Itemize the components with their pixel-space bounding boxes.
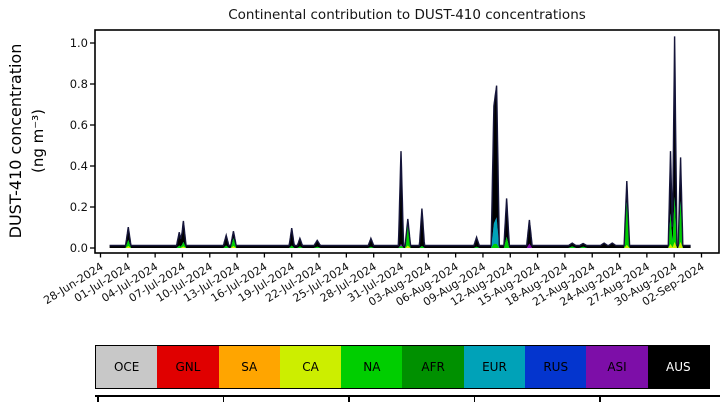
legend-item-sa: SA — [218, 346, 280, 388]
y-tick-label: 0.8 — [69, 77, 88, 91]
legend-item-aus: AUS — [647, 346, 709, 388]
legend-item-eur: EUR — [463, 346, 526, 388]
legend-item-label: NA — [363, 360, 381, 374]
legend-item-ca: CA — [279, 346, 342, 388]
legend-item-na: NA — [341, 346, 403, 388]
legend-item-label: AFR — [421, 360, 445, 374]
legend-item-label: OCE — [113, 360, 140, 374]
legend-item-asi: ASI — [586, 346, 648, 388]
legend: OCE GNL SA CA NA AFR EUR RUS ASI AUS — [95, 345, 710, 389]
legend-item-label: SA — [241, 360, 258, 374]
legend-item-label: GNL — [175, 360, 201, 374]
legend-item-label: ASI — [607, 360, 627, 374]
legend-item-label: RUS — [543, 360, 569, 374]
secondary-axis-tick — [222, 396, 225, 402]
y-tick-label: 0.6 — [69, 118, 88, 132]
y-tick-label: 0.2 — [69, 200, 88, 214]
total-outline — [109, 36, 691, 247]
plot-frame — [94, 29, 720, 254]
y-tick-label: 1.0 — [69, 36, 88, 50]
legend-item-gnl: GNL — [157, 346, 219, 388]
secondary-axis-tick — [473, 396, 476, 402]
secondary-axis-tick — [599, 396, 601, 402]
chart-title: Continental contribution to DUST-410 con… — [228, 7, 586, 23]
y-axis-label: DUST-410 concentration — [6, 43, 25, 239]
legend-item-label: AUS — [666, 360, 691, 374]
legend-item-afr: AFR — [402, 346, 464, 388]
secondary-axis-tick — [348, 396, 350, 402]
y-tick-label: 0.4 — [69, 159, 88, 173]
y-axis-label-units: (ng m⁻³) — [29, 108, 47, 174]
legend-item-label: CA — [302, 360, 319, 374]
legend-item-oce: OCE — [96, 346, 158, 388]
secondary-axis-tick — [97, 396, 99, 402]
area-total-aus — [109, 36, 691, 249]
secondary-axis-line — [95, 395, 720, 397]
y-tick-label: 0.0 — [69, 241, 88, 255]
legend-item-rus: RUS — [525, 346, 587, 388]
legend-item-label: EUR — [482, 360, 507, 374]
